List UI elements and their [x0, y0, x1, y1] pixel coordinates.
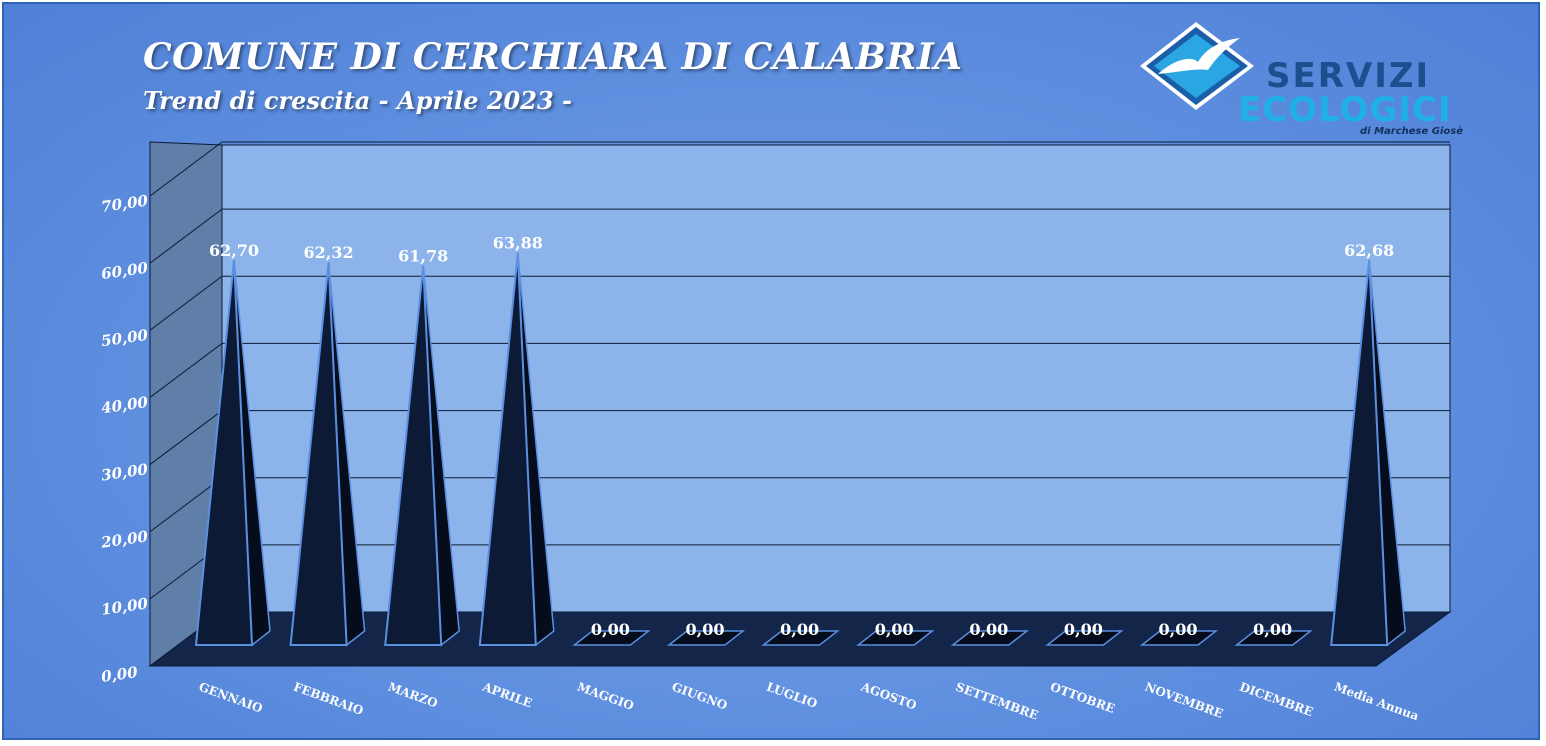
x-tick-label: GIUGNO — [670, 680, 729, 713]
x-tick-label: SETTEMBRE — [954, 680, 1040, 723]
x-tick-label: GENNAIO — [197, 680, 264, 716]
bar — [1139, 630, 1219, 646]
bar — [478, 252, 537, 646]
bar — [289, 262, 348, 646]
gridline-side — [149, 343, 223, 398]
y-tick-label: 40,00 — [100, 393, 150, 417]
x-tick-label: Media Annua — [1332, 680, 1421, 724]
logo-text-ecologici: ECOLOGICI — [1238, 90, 1452, 130]
x-tick-label: OTTOBRE — [1048, 680, 1116, 716]
data-label: 0,00 — [591, 620, 630, 639]
bar — [761, 630, 840, 646]
data-label: 0,00 — [1253, 620, 1292, 639]
logo-seagull-diamond-icon — [1140, 22, 1254, 110]
bar — [194, 259, 254, 646]
bar — [572, 630, 651, 646]
gridline-side — [149, 477, 223, 533]
data-label: 0,00 — [1064, 620, 1103, 639]
bar — [1330, 259, 1389, 646]
bar — [950, 630, 1029, 646]
logo-text-owner: di Marchese Giosè — [1360, 126, 1463, 137]
y-tick-label: 70,00 — [100, 192, 150, 216]
data-label: 62,68 — [1344, 241, 1394, 260]
gridline-side — [149, 410, 223, 465]
y-tick-label: 60,00 — [100, 259, 150, 283]
bar — [666, 630, 746, 646]
bar — [856, 630, 935, 646]
y-tick-label: 20,00 — [99, 527, 150, 552]
y-tick-label: 50,00 — [100, 326, 150, 350]
bar — [1234, 630, 1313, 646]
x-tick-label: LUGLIO — [765, 680, 820, 711]
data-label: 0,00 — [780, 620, 819, 639]
gridline-side — [149, 141, 223, 197]
x-tick-label: AGOSTO — [858, 679, 918, 712]
logo-text-servizi: SERVIZI — [1266, 56, 1431, 96]
data-label: 63,88 — [493, 234, 543, 253]
data-label: 62,70 — [209, 241, 259, 260]
x-tick-label: MARZO — [386, 680, 439, 711]
x-tick-label: APRILE — [480, 679, 534, 710]
x-tick-label: MAGGIO — [575, 680, 635, 713]
page-subtitle: Trend di crescita - Aprile 2023 - — [143, 86, 572, 115]
x-tick-label: DICEMBRE — [1238, 680, 1315, 720]
bar — [1045, 630, 1124, 646]
x-tick-label: FEBBRAIO — [292, 680, 366, 718]
y-tick-label: 0,00 — [100, 663, 139, 686]
gridline-side — [149, 275, 223, 331]
data-label: 62,32 — [304, 243, 354, 262]
gridline-side — [149, 208, 223, 264]
y-tick-label: 30,00 — [100, 460, 150, 484]
bar — [384, 265, 443, 646]
x-tick-label: NOVEMBRE — [1143, 680, 1225, 721]
data-label: 0,00 — [875, 620, 914, 639]
data-label: 0,00 — [969, 620, 1008, 639]
data-label: 0,00 — [1159, 620, 1198, 639]
data-label: 0,00 — [686, 620, 725, 639]
page-title: COMUNE DI CERCHIARA DI CALABRIA — [143, 36, 963, 78]
y-tick-label: 10,00 — [100, 594, 150, 618]
data-label: 61,78 — [398, 246, 448, 265]
